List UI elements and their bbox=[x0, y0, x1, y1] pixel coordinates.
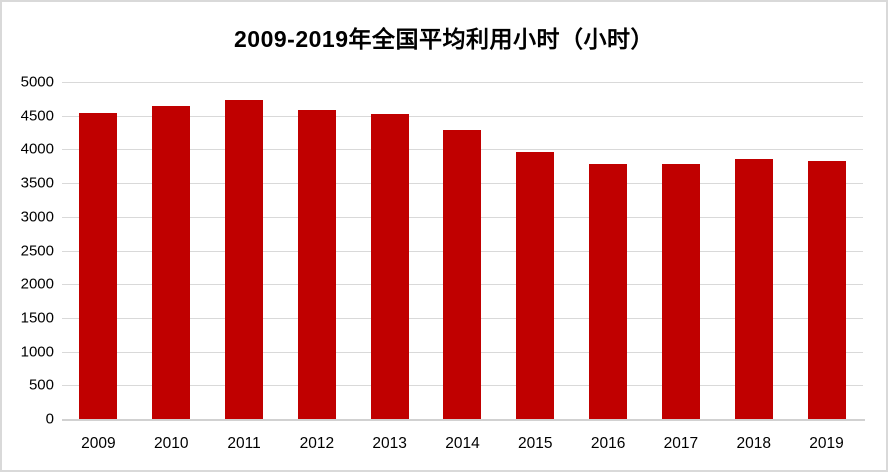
bar-slot bbox=[353, 82, 426, 419]
y-tick-label: 3500 bbox=[20, 174, 54, 192]
x-tick-label: 2010 bbox=[153, 435, 189, 452]
bar-2017 bbox=[661, 163, 700, 419]
plot-area bbox=[62, 82, 863, 419]
bar-slot bbox=[280, 82, 353, 419]
y-tick-label: 2500 bbox=[20, 242, 54, 259]
bar-slot bbox=[499, 82, 572, 419]
x-tick-label: 2012 bbox=[299, 435, 335, 452]
y-axis-tick-labels: 5000 4500 4000 3500 3000 2500 2000 1500 1000 500 0 bbox=[2, 75, 54, 427]
y-tick-label: 5000 bbox=[20, 73, 54, 91]
bar-slot bbox=[790, 82, 863, 419]
chart-title: 2009-2019年全国平均利用小时（小时） bbox=[234, 26, 654, 52]
bar-2016 bbox=[589, 163, 628, 419]
bar-slot bbox=[208, 82, 281, 419]
x-tick-label: 2018 bbox=[736, 435, 771, 452]
bar-2014 bbox=[443, 130, 482, 419]
bar-2018 bbox=[734, 158, 773, 419]
x-axis-tick-labels: 2009 2010 2011 2012 2013 2014 2015 2016 2017 2018… bbox=[62, 435, 863, 453]
bar-2019 bbox=[807, 161, 846, 419]
x-tick-label: 2019 bbox=[809, 435, 844, 452]
y-tick-label: 1500 bbox=[20, 309, 54, 327]
y-tick-label: 500 bbox=[28, 376, 54, 394]
y-tick-label: 2000 bbox=[20, 275, 54, 293]
y-tick-label: 4500 bbox=[20, 107, 54, 125]
y-tick-label: 1000 bbox=[20, 343, 54, 361]
x-tick-label: 2017 bbox=[663, 435, 699, 452]
x-tick-label: 2014 bbox=[445, 435, 480, 452]
y-tick-label: 3000 bbox=[20, 208, 54, 226]
x-tick-label: 2011 bbox=[227, 435, 261, 452]
x-tick-label: 2016 bbox=[590, 435, 626, 452]
bar-2011 bbox=[225, 100, 264, 419]
bar-2012 bbox=[297, 110, 336, 419]
x-tick-label: 2009 bbox=[81, 435, 116, 452]
bars-container bbox=[62, 82, 863, 419]
bar-slot bbox=[645, 82, 718, 419]
bar-2010 bbox=[152, 105, 191, 419]
bar-2009 bbox=[79, 112, 118, 419]
x-tick-label: 2015 bbox=[518, 435, 553, 452]
bar-2015 bbox=[516, 151, 555, 419]
bar-slot bbox=[62, 82, 135, 419]
gridline bbox=[62, 82, 863, 83]
y-tick-label: 0 bbox=[45, 410, 54, 428]
bar-2013 bbox=[370, 114, 409, 419]
bar-slot bbox=[426, 82, 499, 419]
bar-slot bbox=[135, 82, 208, 419]
x-tick-label: 2013 bbox=[372, 435, 407, 452]
y-tick-label: 4000 bbox=[20, 140, 54, 158]
gridline bbox=[62, 115, 863, 117]
x-axis-line bbox=[62, 419, 865, 421]
bar-slot bbox=[717, 82, 790, 419]
bar-slot bbox=[572, 82, 645, 419]
